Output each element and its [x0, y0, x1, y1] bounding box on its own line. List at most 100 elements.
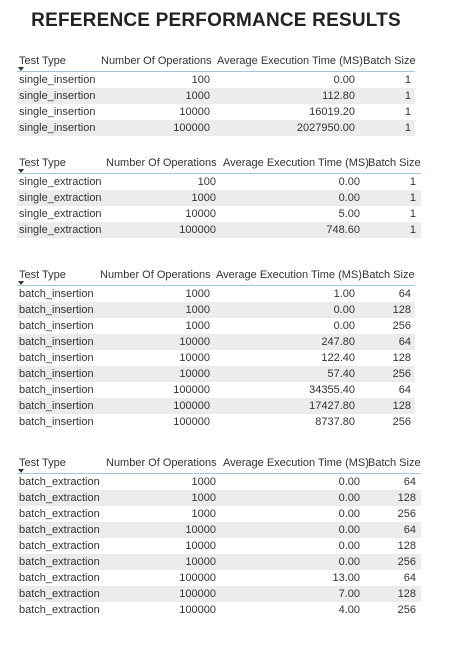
cell-test-type: batch_insertion	[19, 336, 94, 348]
cell-average-execution-time: 0.00	[338, 176, 360, 188]
table-header: Test Type Number Of Operations Average Exe…	[17, 53, 416, 72]
cell-test-type: batch_insertion	[19, 288, 94, 300]
column-header-batch-size[interactable]: Batch Size	[368, 157, 421, 169]
table-row: batch_extraction 10000 0.00 64	[17, 522, 421, 538]
column-header-test-type[interactable]: Test Type	[19, 55, 66, 67]
cell-number-of-operations: 10000	[179, 106, 210, 118]
cell-test-type: batch_extraction	[19, 572, 100, 584]
column-header-batch-size[interactable]: Batch Size	[363, 55, 416, 67]
cell-test-type: single_insertion	[19, 122, 96, 134]
cell-number-of-operations: 1000	[185, 304, 210, 316]
cell-test-type: batch_extraction	[19, 524, 100, 536]
table-row: single_extraction 100000 748.60 1	[17, 222, 421, 238]
column-header-number-of-operations[interactable]: Number Of Operations	[101, 55, 212, 67]
cell-average-execution-time: 2027950.00	[296, 122, 355, 134]
cell-number-of-operations: 10000	[179, 368, 210, 380]
cell-batch-size: 128	[392, 352, 411, 364]
column-header-batch-size[interactable]: Batch Size	[362, 269, 415, 281]
cell-batch-size: 1	[409, 192, 416, 204]
table-row: batch_extraction 1000 0.00 256	[17, 506, 421, 522]
cell-average-execution-time: 7.00	[338, 588, 360, 600]
column-header-test-type[interactable]: Test Type	[19, 157, 66, 169]
sort-descending-icon[interactable]	[18, 169, 24, 173]
column-header-number-of-operations[interactable]: Number Of Operations	[100, 269, 211, 281]
cell-batch-size: 128	[397, 492, 416, 504]
cell-number-of-operations: 1000	[191, 492, 216, 504]
cell-test-type: single_insertion	[19, 106, 96, 118]
column-header-average-execution-time[interactable]: Average Execution Time (MS)	[216, 269, 362, 281]
cell-number-of-operations: 1000	[185, 90, 210, 102]
cell-test-type: single_insertion	[19, 90, 96, 102]
cell-number-of-operations: 100000	[179, 588, 216, 600]
column-header-number-of-operations[interactable]: Number Of Operations	[106, 457, 217, 469]
cell-average-execution-time: 57.40	[327, 368, 355, 380]
table-row: batch_insertion 1000 0.00 128	[17, 302, 415, 318]
sort-descending-icon[interactable]	[18, 469, 24, 473]
column-header-test-type[interactable]: Test Type	[19, 269, 66, 281]
cell-test-type: batch_extraction	[19, 604, 100, 616]
cell-test-type: batch_extraction	[19, 540, 100, 552]
cell-batch-size: 256	[392, 416, 411, 428]
cell-test-type: single_extraction	[19, 192, 102, 204]
table-header: Test Type Number Of Operations Average Exe…	[17, 267, 415, 286]
cell-average-execution-time: 5.00	[338, 208, 360, 220]
table-row: batch_insertion 10000 122.40 128	[17, 350, 415, 366]
cell-batch-size: 128	[397, 540, 416, 552]
cell-number-of-operations: 10000	[185, 556, 216, 568]
cell-average-execution-time: 0.00	[333, 74, 355, 86]
table-row: single_insertion 100000 2027950.00 1	[17, 120, 415, 136]
cell-average-execution-time: 8737.80	[315, 416, 355, 428]
table-row: single_insertion 1000 112.80 1	[17, 88, 415, 104]
cell-test-type: batch_insertion	[19, 352, 94, 364]
cell-average-execution-time: 0.00	[333, 304, 355, 316]
cell-test-type: batch_extraction	[19, 476, 100, 488]
sort-descending-icon[interactable]	[18, 67, 24, 71]
column-header-test-type[interactable]: Test Type	[19, 457, 66, 469]
results-table: Test Type Number Of Operations Average Exe…	[17, 155, 421, 238]
column-header-average-execution-time[interactable]: Average Execution Time (MS)	[217, 55, 363, 67]
column-header-average-execution-time[interactable]: Average Execution Time (MS)	[223, 157, 369, 169]
cell-test-type: batch_insertion	[19, 416, 94, 428]
cell-average-execution-time: 16019.20	[309, 106, 355, 118]
cell-test-type: batch_extraction	[19, 588, 100, 600]
cell-number-of-operations: 10000	[179, 352, 210, 364]
column-header-number-of-operations[interactable]: Number Of Operations	[106, 157, 217, 169]
cell-test-type: single_extraction	[19, 224, 102, 236]
cell-average-execution-time: 34355.40	[309, 384, 355, 396]
cell-test-type: batch_extraction	[19, 492, 100, 504]
cell-number-of-operations: 100000	[179, 224, 216, 236]
cell-number-of-operations: 1000	[185, 288, 210, 300]
cell-average-execution-time: 0.00	[338, 524, 360, 536]
cell-batch-size: 128	[392, 400, 411, 412]
cell-test-type: batch_insertion	[19, 304, 94, 316]
sort-descending-icon[interactable]	[18, 281, 24, 285]
table-row: single_extraction 10000 5.00 1	[17, 206, 421, 222]
cell-average-execution-time: 748.60	[326, 224, 360, 236]
cell-batch-size: 64	[398, 384, 411, 396]
table-row: batch_insertion 1000 0.00 256	[17, 318, 415, 334]
table-row: single_extraction 100 0.00 1	[17, 174, 421, 190]
cell-average-execution-time: 0.00	[338, 540, 360, 552]
cell-batch-size: 128	[397, 588, 416, 600]
column-header-average-execution-time[interactable]: Average Execution Time (MS)	[223, 457, 369, 469]
column-header-batch-size[interactable]: Batch Size	[368, 457, 421, 469]
cell-batch-size: 256	[397, 604, 416, 616]
cell-number-of-operations: 100000	[173, 384, 210, 396]
table-header: Test Type Number Of Operations Average Exe…	[17, 155, 421, 174]
cell-batch-size: 64	[403, 476, 416, 488]
cell-average-execution-time: 0.00	[333, 320, 355, 332]
cell-number-of-operations: 10000	[179, 336, 210, 348]
cell-batch-size: 64	[403, 524, 416, 536]
cell-test-type: batch_extraction	[19, 556, 100, 568]
cell-number-of-operations: 10000	[185, 524, 216, 536]
cell-average-execution-time: 112.80	[322, 90, 355, 102]
cell-average-execution-time: 0.00	[338, 556, 360, 568]
cell-batch-size: 256	[397, 556, 416, 568]
cell-batch-size: 128	[392, 304, 411, 316]
table-row: single_insertion 10000 16019.20 1	[17, 104, 415, 120]
cell-batch-size: 1	[404, 90, 411, 102]
cell-number-of-operations: 100	[197, 176, 216, 188]
results-table: Test Type Number Of Operations Average Exe…	[17, 267, 415, 430]
table-row: batch_extraction 10000 0.00 256	[17, 554, 421, 570]
table-row: batch_insertion 10000 247.80 64	[17, 334, 415, 350]
